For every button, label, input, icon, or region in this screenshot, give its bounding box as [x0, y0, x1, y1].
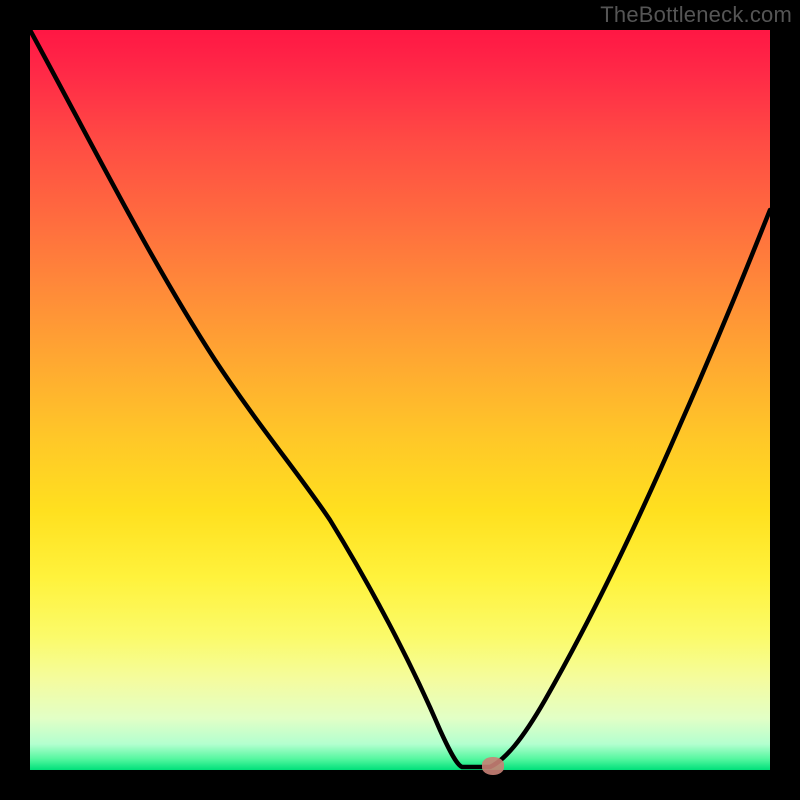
chart-container: TheBottleneck.com [0, 0, 800, 800]
watermark-text: TheBottleneck.com [600, 2, 792, 28]
minimum-marker [482, 757, 504, 775]
curve-line [30, 30, 770, 770]
bottleneck-curve [30, 30, 770, 767]
plot-area [30, 30, 770, 770]
